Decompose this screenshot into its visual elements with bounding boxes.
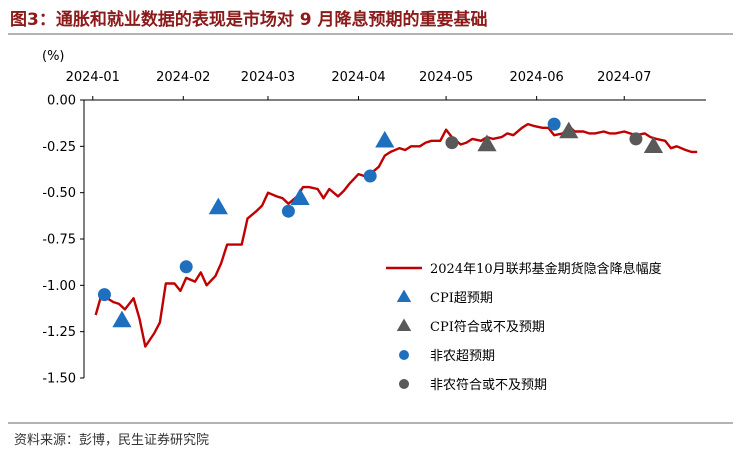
marker-circle bbox=[629, 132, 643, 146]
title-row: 图3：通胀和就业数据的表现是市场对 9 月降息预期的重要基础 bbox=[0, 0, 741, 34]
series-line-fed-funds-implied bbox=[94, 122, 698, 348]
legend-label: CPI符合或不及预期 bbox=[430, 319, 545, 335]
legend-label: 非农符合或不及预期 bbox=[430, 377, 547, 393]
legend-swatch-triangle bbox=[396, 318, 412, 332]
x-tick-label: 2024-01 bbox=[66, 70, 120, 85]
figure-title: 图3：通胀和就业数据的表现是市场对 9 月降息预期的重要基础 bbox=[10, 10, 488, 30]
y-tick-label: 0.00 bbox=[47, 94, 76, 109]
marker-triangle bbox=[477, 134, 497, 152]
legend-swatch-circle bbox=[399, 350, 409, 360]
marker-circle bbox=[547, 117, 561, 131]
legend-label: 2024年10月联邦基金期货隐含降息幅度 bbox=[430, 261, 662, 277]
y-tick-label: -0.50 bbox=[42, 186, 76, 201]
legend-swatch-circle bbox=[399, 379, 409, 389]
y-tick-label: -1.00 bbox=[42, 279, 76, 294]
y-tick-label: -0.75 bbox=[42, 233, 76, 248]
marker-circle bbox=[97, 288, 111, 302]
marker-triangle bbox=[375, 130, 395, 148]
marker-circle bbox=[445, 136, 459, 150]
source-note: 资料来源：彭博，民生证券研究院 bbox=[14, 433, 210, 448]
marker-triangle bbox=[559, 121, 579, 139]
x-tick-label: 2024-05 bbox=[419, 70, 473, 85]
marker-circle bbox=[281, 204, 295, 218]
y-tick-label: -0.25 bbox=[42, 140, 76, 155]
top-rule bbox=[8, 33, 733, 35]
x-tick-label: 2024-06 bbox=[509, 70, 563, 85]
marker-circle bbox=[179, 260, 193, 274]
marker-triangle bbox=[290, 188, 310, 205]
y-tick-label: -1.50 bbox=[42, 372, 76, 387]
marker-circle bbox=[363, 169, 377, 183]
legend-label: 非农超预期 bbox=[430, 349, 495, 364]
chart-legend: 2024年10月联邦基金期货隐含降息幅度 CPI超预期 CPI符合或不及预期非农超预… bbox=[386, 261, 662, 393]
legend-label: CPI超预期 bbox=[430, 291, 493, 306]
marker-triangle bbox=[208, 197, 228, 215]
x-tick-label: 2024-04 bbox=[331, 70, 385, 85]
marker-triangle bbox=[112, 310, 132, 328]
chart-series-layer bbox=[94, 117, 698, 348]
x-tick-label: 2024-02 bbox=[156, 70, 210, 85]
x-tick-label: 2024-03 bbox=[241, 70, 295, 85]
marker-triangle bbox=[643, 136, 664, 154]
y-tick-label: -1.25 bbox=[42, 325, 76, 340]
chart-axes: 0.00-0.25-0.50-0.75-1.00-1.25-1.50(%)202… bbox=[42, 49, 706, 387]
bottom-rule bbox=[8, 422, 733, 424]
legend-swatch-triangle bbox=[396, 289, 412, 303]
x-tick-label: 2024-07 bbox=[597, 70, 651, 85]
y-axis-unit-label: (%) bbox=[42, 49, 65, 64]
